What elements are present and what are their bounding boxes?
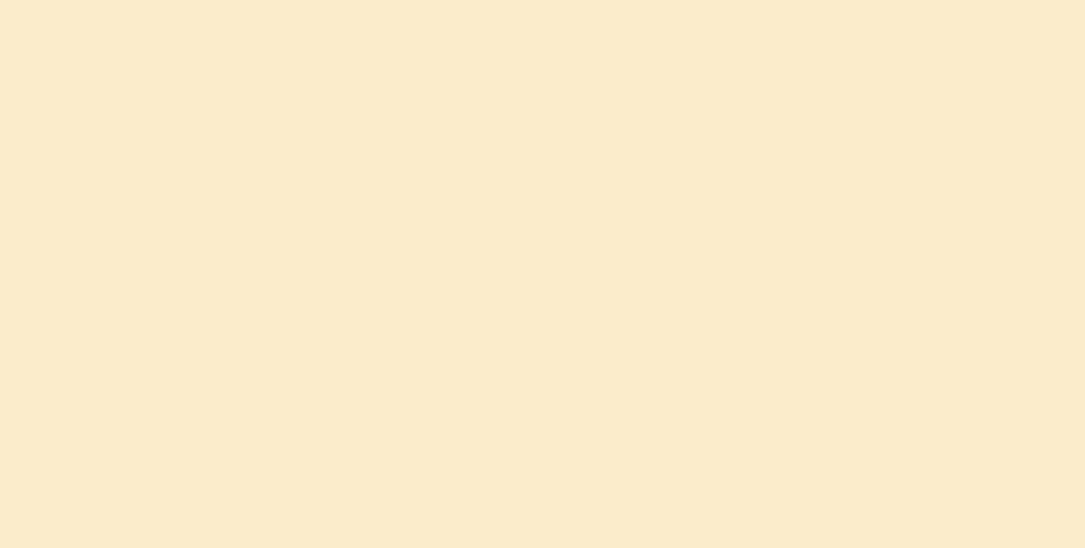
word-cloud: [0, 0, 1085, 548]
